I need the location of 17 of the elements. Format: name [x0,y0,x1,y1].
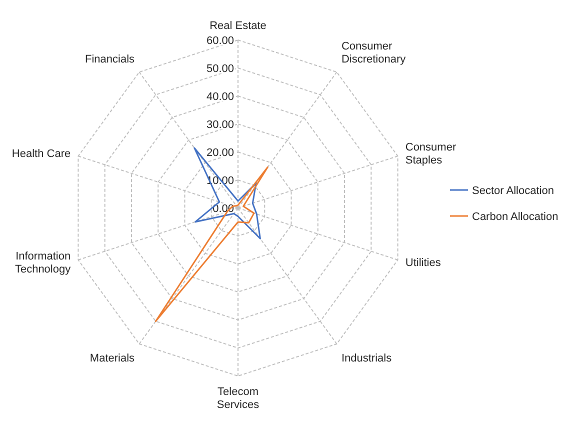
y-tick-label: 30.00 [206,119,234,131]
spoke-label: Financials [85,54,136,66]
y-tick-label: 20.00 [206,147,234,159]
spoke-label: Telecom Services [216,386,260,411]
y-tick-label: 60.00 [206,35,234,47]
spoke-label: Utilities [405,256,442,269]
spoke-label: Materials [90,352,136,364]
spoke-label: Real Estate [210,20,266,32]
spoke-label: Health Care [12,148,71,160]
spoke-label: Consumer Discretionary [341,40,406,66]
y-tick-label: 40.00 [206,91,234,103]
spoke-label: Industrials [341,352,392,364]
legend-label: Sector Allocation [472,185,554,197]
spoke-label: Information Technology [14,250,72,276]
legend-label: Carbon Allocation [472,211,558,223]
spoke-label: Consumer Staples [405,142,456,167]
y-tick-label: 50.00 [206,63,234,75]
